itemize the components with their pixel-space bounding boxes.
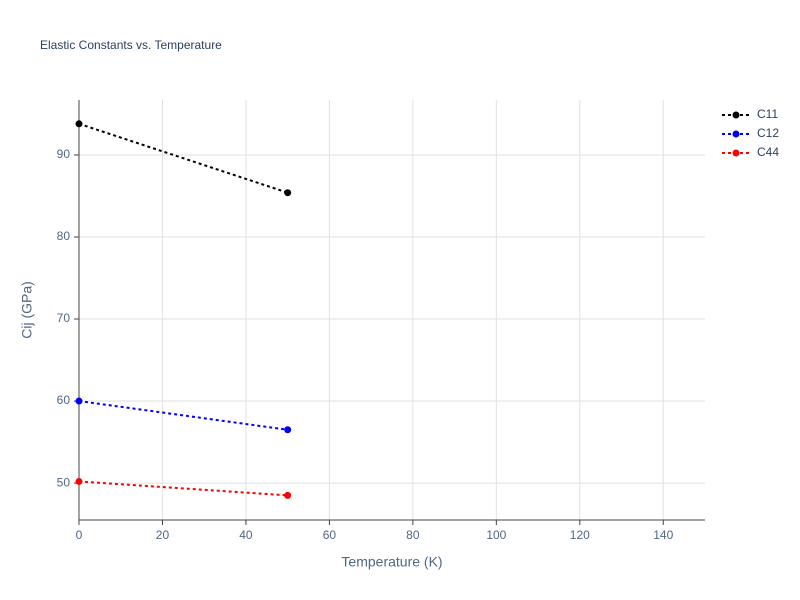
- x-tick-label: 80: [406, 528, 420, 542]
- legend-marker: [732, 111, 740, 119]
- y-tick-label: 80: [57, 229, 71, 243]
- x-tick-label: 0: [76, 528, 83, 542]
- x-axis-label: Temperature (K): [341, 554, 442, 570]
- data-point: [284, 491, 292, 499]
- legend-marker: [732, 130, 740, 138]
- legend-label: C44: [757, 145, 779, 159]
- data-point: [284, 426, 292, 434]
- legend-marker: [732, 149, 740, 157]
- y-tick-label: 90: [57, 147, 71, 161]
- chart-title: Elastic Constants vs. Temperature: [40, 38, 222, 52]
- series-line: [78, 400, 288, 431]
- series-line: [78, 122, 288, 194]
- y-tick-label: 70: [57, 311, 71, 325]
- data-point: [75, 120, 83, 128]
- x-tick-label: 100: [486, 528, 506, 542]
- y-tick-label: 50: [57, 475, 71, 489]
- x-tick-label: 60: [323, 528, 337, 542]
- y-tick-label: 60: [57, 393, 71, 407]
- x-tick-label: 120: [570, 528, 590, 542]
- x-tick-label: 20: [156, 528, 170, 542]
- legend-label: C12: [757, 126, 779, 140]
- data-point: [75, 397, 83, 405]
- data-point: [75, 477, 83, 485]
- data-point: [284, 189, 292, 197]
- x-tick-label: 40: [239, 528, 253, 542]
- legend-label: C11: [757, 107, 778, 121]
- x-tick-label: 140: [653, 528, 673, 542]
- y-axis-label: Cij (GPa): [19, 281, 35, 339]
- series-line: [78, 480, 288, 497]
